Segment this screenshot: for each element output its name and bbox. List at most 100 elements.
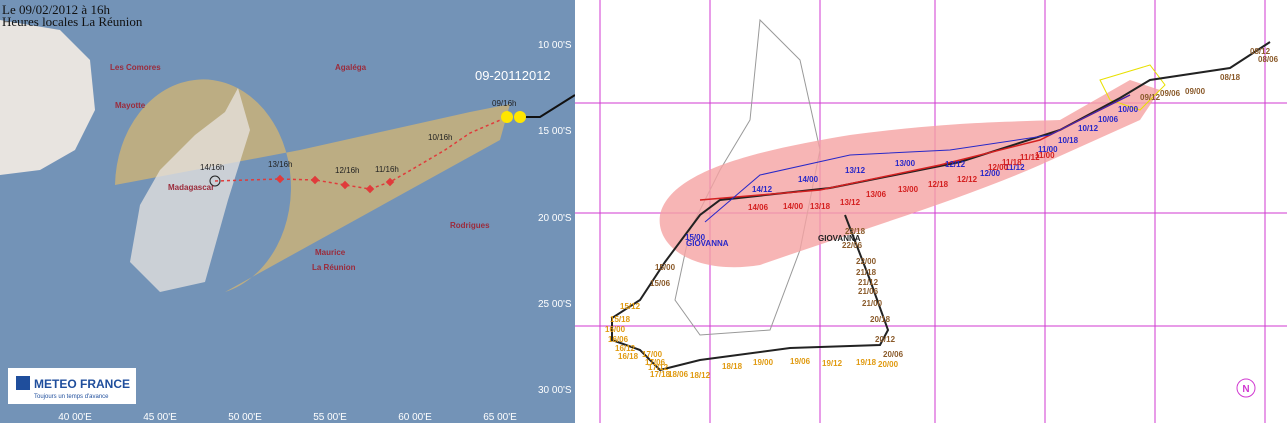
label: 15/00 [655, 263, 676, 272]
label: 40 00'E [58, 412, 92, 423]
label: 15 00'S [538, 126, 572, 137]
label: 18/06 [668, 370, 689, 379]
label: 12/00 [988, 163, 1009, 172]
label: 21/18 [856, 268, 877, 277]
label: Madagascar [168, 183, 214, 192]
label: 13/12 [845, 166, 866, 175]
label: 22/18 [845, 227, 866, 236]
observed-track [611, 41, 1271, 372]
label: 13/06 [866, 190, 887, 199]
blue-track [704, 94, 1131, 223]
label: 12/18 [928, 180, 949, 189]
label: 50 00'E [228, 412, 262, 423]
label: 11/00 [1035, 151, 1055, 160]
north-circle [1236, 378, 1256, 398]
label: 09/12 [1140, 93, 1161, 102]
label: 21/12 [858, 278, 879, 287]
label: 11/12 [1005, 163, 1025, 172]
zone [1099, 64, 1166, 111]
label: 14/06 [748, 203, 769, 212]
label: 14/00 [798, 175, 819, 184]
label: Agaléga [335, 63, 367, 72]
label: Rodrigues [450, 221, 490, 230]
label: METEO FRANCE [34, 377, 130, 391]
label: Maurice [315, 248, 346, 257]
label: 17/18 [650, 370, 671, 379]
label: Mayotte [115, 101, 146, 110]
label: N [1242, 384, 1249, 395]
ocean [0, 0, 575, 423]
label: 16/12 [615, 344, 636, 353]
madagascar [130, 88, 250, 292]
label: 10/12 [1078, 124, 1099, 133]
label: 09-20112012 [475, 68, 551, 83]
label: 55 00'E [313, 412, 347, 423]
point [501, 111, 513, 123]
label: Toujours un temps d'avance [34, 394, 109, 400]
label: 14/00 [783, 202, 804, 211]
label: Heures locales La Réunion [2, 14, 143, 29]
label: 21/06 [858, 287, 879, 296]
label: La Réunion [312, 263, 356, 272]
label: 11/18 [1002, 158, 1022, 167]
point [209, 175, 221, 187]
coastline [674, 18, 821, 336]
label: 13/00 [895, 159, 916, 168]
label: 14/12 [752, 185, 773, 194]
label: 18/12 [690, 371, 711, 380]
label: 09/16h [492, 99, 516, 108]
label: 20/00 [878, 360, 899, 369]
label: 10/06 [1098, 115, 1119, 124]
label: 15/18 [610, 315, 631, 324]
label: 13/00 [898, 185, 919, 194]
label: 14/16h [200, 163, 224, 172]
label: 19/12 [822, 359, 843, 368]
label: 15/12 [620, 302, 641, 311]
label: 11/12 [1020, 153, 1040, 162]
label: 08/18 [1220, 73, 1241, 82]
label: 10 00'S [538, 40, 572, 51]
label: 11/16h [375, 165, 399, 174]
label: 20/06 [883, 350, 904, 359]
label: 12/00 [980, 169, 1001, 178]
label: 25 00'S [538, 299, 572, 310]
past-track [520, 94, 576, 118]
label: Le 09/02/2012 à 16h [2, 2, 110, 17]
label: 10/18 [1058, 136, 1079, 145]
label: 16/06 [608, 335, 629, 344]
label: 19/06 [790, 357, 811, 366]
label: 12/16h [335, 166, 359, 175]
label: 18/18 [722, 362, 743, 371]
label: 08/12 [1250, 47, 1271, 56]
label: GIOVANNA [818, 234, 861, 243]
label: 11/00 [1038, 145, 1058, 154]
label: 08/06 [1258, 55, 1279, 64]
label: 10/16h [428, 133, 452, 142]
label: 12/12 [945, 160, 966, 169]
label: 15/06 [650, 279, 671, 288]
label: 60 00'E [398, 412, 432, 423]
label: 45 00'E [143, 412, 177, 423]
label: 16/18 [618, 352, 639, 361]
label: 30 00'S [538, 385, 572, 396]
label: 15/00 [685, 233, 706, 242]
label: 19/18 [856, 358, 877, 367]
point [514, 111, 526, 123]
label: 20 00'S [538, 213, 572, 224]
label: 20/12 [875, 335, 896, 344]
label: 12/12 [957, 175, 978, 184]
label: 09/06 [1160, 89, 1181, 98]
cone [659, 80, 1160, 268]
label: 09/00 [1185, 87, 1206, 96]
label: 20/18 [870, 315, 891, 324]
label: 19/00 [753, 358, 774, 367]
label: 21/00 [862, 299, 883, 308]
points [275, 174, 395, 194]
label: 13/12 [840, 198, 861, 207]
label: 17/00 [642, 350, 663, 359]
label: 16/00 [605, 325, 626, 334]
label: GIOVANNA [686, 239, 729, 248]
label: 10/00 [1118, 105, 1139, 114]
label: 17/06 [645, 358, 666, 367]
